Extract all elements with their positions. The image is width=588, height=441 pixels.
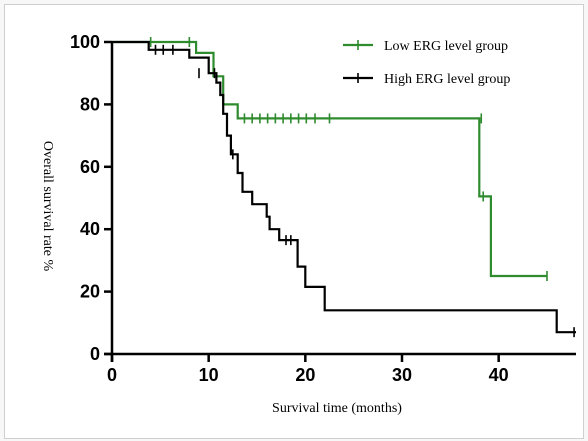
y-tick-label: 60 bbox=[80, 157, 100, 177]
x-tick-label: 30 bbox=[392, 365, 412, 385]
x-tick-label: 0 bbox=[107, 365, 117, 385]
y-tick-label: 100 bbox=[70, 32, 100, 52]
y-tick-label: 20 bbox=[80, 282, 100, 302]
series-low-erg-level-group bbox=[112, 37, 548, 281]
legend-item: Low ERG level group bbox=[343, 39, 508, 54]
y-axis-title: Overall survival rate % bbox=[40, 141, 55, 272]
x-tick-label: 20 bbox=[295, 365, 315, 385]
series-line bbox=[112, 40, 576, 334]
y-tick-label: 40 bbox=[80, 219, 100, 239]
series-high-erg-level-group bbox=[112, 40, 576, 338]
x-tick-label: 10 bbox=[199, 365, 219, 385]
y-tick-label: 0 bbox=[90, 344, 100, 364]
legend-item: High ERG level group bbox=[343, 72, 510, 87]
legend: Low ERG level group High ERG level group bbox=[343, 39, 510, 87]
chart-frame bbox=[4, 4, 584, 439]
legend-label: High ERG level group bbox=[384, 72, 510, 87]
series-layer bbox=[112, 37, 576, 338]
x-axis-title: Survival time (months) bbox=[272, 401, 402, 416]
legend-label: Low ERG level group bbox=[384, 39, 508, 54]
x-tick-label: 40 bbox=[489, 365, 509, 385]
series-line bbox=[112, 40, 547, 278]
axes: 0 20 40 60 80 100 0 10 20 30 40 bbox=[70, 32, 576, 385]
y-tick-label: 80 bbox=[80, 94, 100, 114]
